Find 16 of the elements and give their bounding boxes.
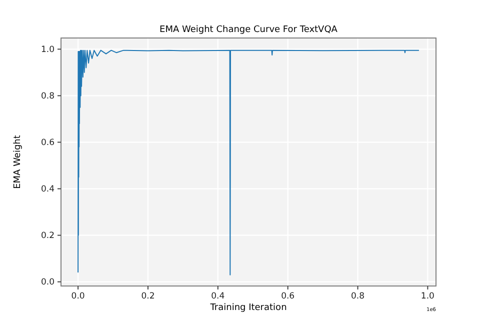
y-axis-title: EMA Weight [13,134,23,189]
y-tick-label: 0.6 [40,138,54,148]
y-tick-label: 0.8 [40,91,54,102]
x-tick-label: 0.4 [211,292,225,302]
y-tick-label: 0.0 [40,278,54,288]
chart-title: EMA Weight Change Curve For TextVQA [160,25,338,35]
y-tick-label: 0.2 [40,231,54,242]
x-tick-label: 0.6 [281,292,295,302]
y-tick-label: 0.4 [40,184,54,194]
line-series [78,50,420,276]
y-tick-label: 1.0 [40,44,54,55]
x-tick-label: 0.8 [351,292,365,302]
x-axis-title: Training Iteration [209,303,287,313]
x-tick-label: 1.0 [420,292,434,302]
x-tick-label: 0.0 [71,292,85,302]
x-tick-label: 0.2 [141,292,155,302]
